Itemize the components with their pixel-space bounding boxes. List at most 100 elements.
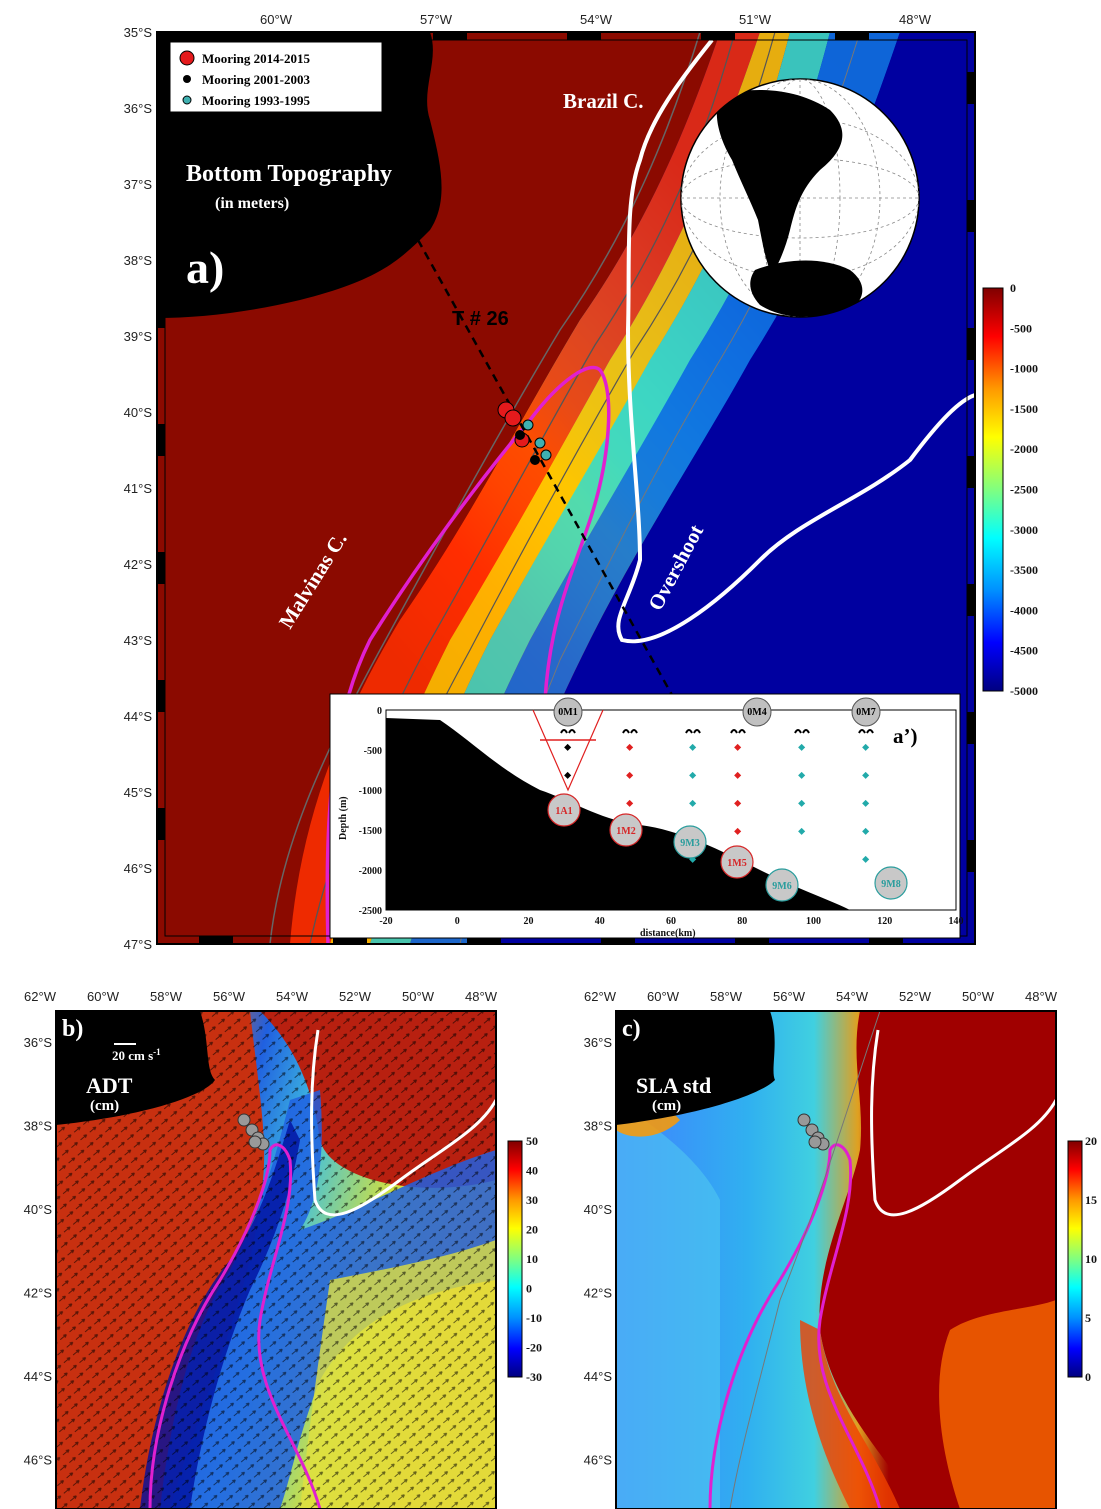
inset-bottom-mooring-label: 1M2 bbox=[616, 826, 635, 837]
panel-c-label: c) bbox=[622, 1016, 641, 1042]
lon-tick-label: 48°W bbox=[899, 12, 932, 27]
lon-tick-label: 48°W bbox=[465, 989, 498, 1004]
legend-label-1: Mooring 2014-2015 bbox=[202, 51, 310, 66]
colorbar-tick: 20 bbox=[526, 1223, 538, 1237]
legend-label-3: Mooring 1993-1995 bbox=[202, 93, 310, 108]
lat-tick-label: 40°S bbox=[584, 1202, 613, 1217]
panel-c-map bbox=[616, 1011, 1056, 1509]
lat-tick-label: 41°S bbox=[124, 481, 153, 496]
mooring-1993-marker bbox=[522, 419, 534, 431]
colorbar-tick: 20 bbox=[1085, 1134, 1097, 1148]
lat-tick-label: 36°S bbox=[124, 101, 153, 116]
panel-b-map bbox=[56, 1011, 496, 1509]
panel-b-label: b) bbox=[62, 1016, 83, 1042]
colorbar-tick: 30 bbox=[526, 1193, 538, 1207]
lat-tick-label: 43°S bbox=[124, 633, 153, 648]
lon-tick-label: 56°W bbox=[773, 989, 806, 1004]
lon-tick-label: 50°W bbox=[402, 989, 435, 1004]
panel-c-title: SLA std bbox=[636, 1073, 711, 1098]
inset-y-tick: -1000 bbox=[359, 786, 382, 797]
lon-tick-label: 62°W bbox=[584, 989, 617, 1004]
panel-a-label: a) bbox=[186, 242, 224, 293]
lat-tick-label: 35°S bbox=[124, 25, 153, 40]
colorbar-a-tick: -1500 bbox=[1010, 402, 1038, 416]
panel-a-title: Bottom Topography bbox=[186, 161, 392, 187]
inset-x-tick: 0 bbox=[455, 916, 460, 927]
panel-b-frame bbox=[55, 1010, 497, 1509]
lon-tick-label: 54°W bbox=[276, 989, 309, 1004]
panel-c-frame bbox=[615, 1010, 1057, 1509]
lon-tick-label: 58°W bbox=[150, 989, 183, 1004]
inset-top-mooring-label: 0M7 bbox=[856, 707, 875, 718]
lat-tick-label: 44°S bbox=[124, 709, 153, 724]
scale-label: 20 cm s-1 bbox=[112, 1047, 161, 1063]
inset-x-tick: 120 bbox=[877, 916, 892, 927]
inset-x-tick: 100 bbox=[806, 916, 821, 927]
colorbar-tick: -10 bbox=[526, 1311, 542, 1325]
colorbar-tick: 40 bbox=[526, 1164, 538, 1178]
lat-tick-label: 46°S bbox=[24, 1453, 53, 1468]
inset-x-tick: 140 bbox=[949, 916, 964, 927]
colorbar-tick: 50 bbox=[526, 1134, 538, 1148]
lat-tick-label: 45°S bbox=[124, 785, 153, 800]
lat-tick-label: 44°S bbox=[24, 1369, 53, 1384]
lat-ticks-a: 35°S 36°S 37°S 38°S 39°S 40°S 41°S 42°S 43°S 44°S… bbox=[124, 25, 153, 952]
lon-tick-label: 60°W bbox=[87, 989, 120, 1004]
transect-line bbox=[416, 239, 674, 696]
lat-tick-label: 37°S bbox=[124, 177, 153, 192]
lat-tick-label: 42°S bbox=[584, 1286, 613, 1301]
panel-a-frame bbox=[156, 31, 976, 945]
lon-tick-label: 51°W bbox=[739, 12, 772, 27]
brazil-current-label: Brazil C. bbox=[563, 89, 643, 113]
colorbar-a-tick: -1000 bbox=[1010, 362, 1038, 376]
legend: Mooring 2014-2015 Mooring 2001-2003 Moor… bbox=[169, 41, 383, 113]
legend-label-2: Mooring 2001-2003 bbox=[202, 72, 310, 87]
lat-tick-label: 39°S bbox=[124, 329, 153, 344]
inset-top-mooring-label: 0M4 bbox=[747, 707, 766, 718]
lon-tick-label: 60°W bbox=[647, 989, 680, 1004]
inset-bottom-mooring-label: 9M3 bbox=[680, 838, 699, 849]
lon-tick-label: 52°W bbox=[339, 989, 372, 1004]
panel-a-subtitle: (in meters) bbox=[215, 195, 289, 212]
lat-tick-label: 42°S bbox=[124, 557, 153, 572]
colorbar-tick: 0 bbox=[1085, 1370, 1091, 1384]
inset-bottom-mooring-label: 1A1 bbox=[555, 806, 572, 817]
lat-tick-label: 40°S bbox=[24, 1202, 53, 1217]
lon-ticks-a: 60°W 57°W 54°W 51°W 48°W bbox=[260, 12, 932, 27]
colorbar-c: 20 15 10 5 0 bbox=[1067, 1134, 1097, 1384]
mooring-2001-marker bbox=[515, 430, 525, 440]
inset-y-tick: -2500 bbox=[359, 906, 382, 917]
colorbar-a-tick: -4000 bbox=[1010, 603, 1038, 617]
inset-x-tick: 40 bbox=[595, 916, 605, 927]
lat-tick-label: 40°S bbox=[124, 405, 153, 420]
mooring-2014-marker bbox=[504, 409, 522, 427]
colorbar-tick: 10 bbox=[526, 1252, 538, 1266]
mooring-1993-marker bbox=[540, 449, 552, 461]
panel-b-title: ADT bbox=[86, 1073, 133, 1098]
lat-tick-label: 46°S bbox=[584, 1453, 613, 1468]
lat-tick-label: 36°S bbox=[24, 1035, 53, 1050]
inset-x-tick: 20 bbox=[524, 916, 534, 927]
inset-bottom-mooring-label: 1M5 bbox=[727, 858, 746, 869]
lat-tick-label: 38°S bbox=[584, 1119, 613, 1134]
colorbar-a-tick: -5000 bbox=[1010, 684, 1038, 698]
colorbar-a-tick: -500 bbox=[1010, 321, 1032, 335]
colorbar-tick: -30 bbox=[526, 1370, 542, 1384]
colorbar-tick: 10 bbox=[1085, 1252, 1097, 1266]
inset-y-tick: -1500 bbox=[359, 826, 382, 837]
inset-y-tick: 0 bbox=[377, 706, 382, 717]
inset-label: a’) bbox=[893, 724, 918, 748]
inset-xlabel: distance(km) bbox=[640, 928, 696, 939]
inset-y-tick: -500 bbox=[364, 746, 382, 757]
panel-c-unit: (cm) bbox=[652, 1098, 681, 1114]
colorbar-tick: 15 bbox=[1085, 1193, 1097, 1207]
lat-tick-label: 38°S bbox=[24, 1119, 53, 1134]
lat-ticks-c: 36°S 38°S 40°S 42°S 44°S 46°S bbox=[584, 1035, 613, 1468]
lon-tick-label: 52°W bbox=[899, 989, 932, 1004]
inset-x-tick: 80 bbox=[737, 916, 747, 927]
colorbar-a-tick: -3500 bbox=[1010, 563, 1038, 577]
inset-bottom-mooring-label: 9M8 bbox=[881, 879, 900, 890]
inset-x-tick: 60 bbox=[666, 916, 676, 927]
lon-tick-label: 54°W bbox=[836, 989, 869, 1004]
inset-section: -20 0 20 40 60 80 100 120 140 0 -500 -1000 -1500 -200… bbox=[329, 693, 964, 939]
